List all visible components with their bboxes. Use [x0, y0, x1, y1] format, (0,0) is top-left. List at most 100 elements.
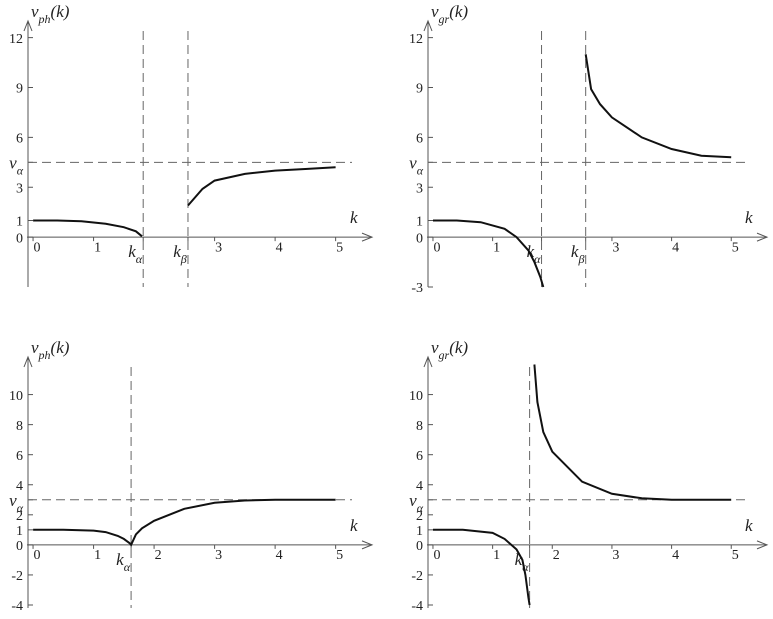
label-part: α [534, 252, 541, 266]
x-tick-label: kα [128, 242, 143, 266]
y-axis-label: vgr(k) [431, 338, 468, 362]
x-tick-label: 5 [732, 240, 739, 255]
label-part: v [431, 338, 439, 357]
label-part: α [17, 163, 24, 177]
y-tick-label: vα [9, 491, 24, 515]
y-tick-label: 3 [416, 181, 423, 196]
x-tick-label: 0 [433, 240, 440, 255]
x-tick-label: 4 [276, 240, 283, 255]
label-part: k [527, 242, 535, 261]
x-arrow [756, 540, 769, 550]
x-tick-label: 1 [94, 240, 101, 255]
x-tick-label: 5 [336, 240, 343, 255]
label-part: ph [38, 12, 51, 26]
label-part: v [31, 338, 39, 357]
y-tick-label: 0 [16, 539, 23, 554]
x-tick-label: 4 [672, 240, 679, 255]
x-arrow [756, 232, 769, 242]
y-tick-label: 3 [16, 181, 23, 196]
y-tick-label: vα [9, 153, 24, 177]
label-part: ph [38, 348, 51, 362]
x-tick-label: 2 [155, 548, 162, 563]
y-tick-label: 2 [416, 509, 423, 524]
label-part: α [17, 501, 24, 515]
y-axis-label: vph(k) [31, 338, 70, 362]
label-part: v [409, 491, 417, 510]
y-arrow [423, 355, 433, 368]
curve [433, 364, 732, 606]
x-tick-label: 4 [276, 548, 283, 563]
label-part: v [9, 491, 17, 510]
label-part: β [180, 252, 187, 266]
x-axis-label: k [350, 208, 358, 227]
x-tick-label: kα [116, 550, 131, 574]
x-tick-label: 2 [553, 548, 560, 563]
x-tick-label: kα [527, 242, 542, 266]
y-tick-label: -4 [411, 599, 423, 614]
y-tick-label: 10 [9, 389, 23, 404]
label-part: α [124, 560, 131, 574]
label-part: (k) [51, 338, 70, 357]
y-tick-label: 1 [416, 215, 423, 230]
label-part: k [515, 550, 523, 569]
x-tick-label: 0 [34, 548, 41, 563]
y-tick-label: 1 [16, 524, 23, 539]
label-part: β [577, 252, 584, 266]
y-tick-label: -3 [411, 281, 423, 296]
x-axis-label: k [745, 208, 753, 227]
x-tick-label: 3 [612, 548, 619, 563]
label-part: k [128, 242, 136, 261]
x-axis-label: k [745, 516, 753, 535]
label-part: (k) [449, 338, 468, 357]
y-tick-label: 0 [16, 231, 23, 246]
y-tick-label: 12 [409, 32, 423, 47]
label-part: k [571, 242, 579, 261]
label-part: α [522, 560, 529, 574]
label-part: (k) [449, 2, 468, 21]
y-tick-label: vα [409, 491, 424, 515]
y-tick-label: -4 [11, 599, 23, 614]
y-tick-label: 8 [416, 419, 423, 434]
y-axis-label: vph(k) [31, 2, 70, 26]
x-tick-label: 3 [215, 548, 222, 563]
y-tick-label: -2 [411, 569, 423, 584]
y-tick-label: 6 [16, 449, 23, 464]
y-tick-label: 6 [416, 132, 423, 147]
label-part: k [173, 242, 181, 261]
y-tick-label: 4 [16, 479, 23, 494]
x-tick-label: 1 [94, 548, 101, 563]
y-tick-label: 6 [16, 132, 23, 147]
label-part: k [116, 550, 124, 569]
y-tick-label: vα [409, 153, 424, 177]
x-tick-label: 5 [336, 548, 343, 563]
x-arrow [361, 540, 374, 550]
y-arrow [23, 19, 33, 32]
x-arrow [361, 232, 374, 242]
y-tick-label: 4 [416, 479, 423, 494]
x-tick-label: 1 [493, 240, 500, 255]
label-part: (k) [51, 2, 70, 21]
label-part: v [431, 2, 439, 21]
y-tick-label: 0 [416, 539, 423, 554]
y-tick-label: 12 [9, 32, 23, 47]
x-tick-label: 0 [433, 548, 440, 563]
y-arrow [23, 355, 33, 368]
curve [33, 166, 336, 238]
y-tick-label: 9 [16, 82, 23, 97]
y-tick-label: 6 [416, 449, 423, 464]
x-axis-label: k [350, 516, 358, 535]
y-tick-label: 1 [16, 215, 23, 230]
x-tick-label: kβ [571, 242, 585, 266]
y-tick-label: 1 [416, 524, 423, 539]
x-tick-label: 5 [732, 548, 739, 563]
y-tick-label: 8 [16, 419, 23, 434]
curve [33, 498, 336, 547]
y-axis-label: vgr(k) [431, 2, 468, 26]
y-tick-label: 0 [416, 231, 423, 246]
x-tick-label: kβ [173, 242, 187, 266]
x-tick-label: kα [515, 550, 530, 574]
x-tick-label: 1 [493, 548, 500, 563]
curve [433, 54, 732, 288]
label-part: v [9, 153, 17, 172]
x-tick-label: 4 [672, 548, 679, 563]
